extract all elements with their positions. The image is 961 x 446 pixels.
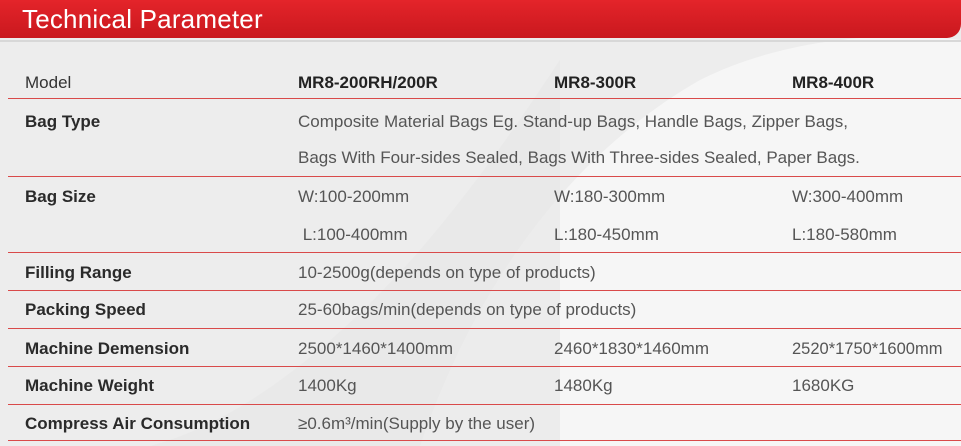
row-divider xyxy=(8,252,961,253)
column-header-mr8-200: MR8-200RH/200R xyxy=(298,73,438,92)
row-divider xyxy=(8,440,961,441)
filling-range-value: 10-2500g(depends on type of products) xyxy=(298,263,596,282)
bag-size-l-mr8-300: L:180-450mm xyxy=(554,225,659,244)
bag-size-w-mr8-200: W:100-200mm xyxy=(298,187,410,206)
row-divider xyxy=(8,98,961,99)
bag-size-label: Bag Size xyxy=(25,187,96,206)
packing-speed-label: Packing Speed xyxy=(25,300,146,319)
column-header-mr8-300: MR8-300R xyxy=(554,73,637,92)
row-divider xyxy=(8,366,961,367)
packing-speed-value: 25-60bags/min(depends on type of product… xyxy=(298,300,637,319)
machine-weight-label: Machine Weight xyxy=(25,376,155,395)
machine-weight-mr8-300: 1480Kg xyxy=(554,376,613,395)
machine-dimension-mr8-400: 2520*1750*1600mm xyxy=(792,340,943,358)
header-bar xyxy=(0,0,961,38)
model-label: Model xyxy=(25,73,72,92)
row-divider xyxy=(8,404,961,405)
machine-weight-mr8-200: 1400Kg xyxy=(298,376,357,395)
air-consumption-label: Compress Air Consumption xyxy=(25,414,251,433)
row-divider xyxy=(8,290,961,291)
column-header-mr8-400: MR8-400R xyxy=(792,73,875,92)
machine-dimension-mr8-200: 2500*1460*1400mm xyxy=(298,339,454,358)
bag-size-w-mr8-300: W:180-300mm xyxy=(554,187,666,206)
machine-weight-mr8-400: 1680KG xyxy=(792,376,855,395)
bag-type-line-1: Composite Material Bags Eg. Stand-up Bag… xyxy=(298,112,848,131)
section-header: Technical Parameter xyxy=(0,0,961,38)
filling-range-label: Filling Range xyxy=(25,263,132,282)
bag-size-l-mr8-400: L:180-580mm xyxy=(792,225,897,244)
row-divider xyxy=(8,328,961,329)
header-divider xyxy=(0,40,961,42)
machine-dimension-mr8-300: 2460*1830*1460mm xyxy=(554,339,710,358)
row-divider xyxy=(8,176,961,177)
bag-size-l-mr8-200: L:100-400mm xyxy=(298,225,408,244)
page-title: Technical Parameter xyxy=(22,4,263,34)
bag-type-line-2: Bags With Four-sides Sealed, Bags With T… xyxy=(298,148,860,167)
bag-size-w-mr8-400: W:300-400mm xyxy=(792,187,904,206)
bag-type-label: Bag Type xyxy=(25,112,101,131)
air-consumption-value: ≥0.6m³/min(Supply by the user) xyxy=(298,414,536,433)
machine-dimension-label: Machine Demension xyxy=(25,339,190,358)
